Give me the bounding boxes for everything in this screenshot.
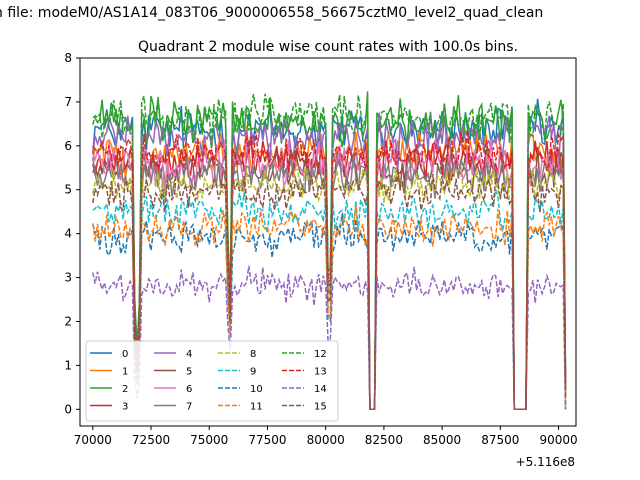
x-tick-label: 72500	[132, 433, 170, 447]
legend-label-11: 11	[250, 402, 263, 413]
y-tick-label: 2	[64, 314, 72, 328]
legend-label-12: 12	[314, 349, 327, 360]
series-line-14	[92, 265, 567, 411]
plot-frame	[79, 57, 577, 427]
series-line-12	[92, 93, 567, 411]
series-line-7	[92, 152, 567, 411]
x-offset-label: +5.116e8	[516, 455, 575, 469]
legend-label-14: 14	[314, 384, 327, 395]
legend-label-0: 0	[122, 349, 128, 360]
series-layer	[92, 91, 567, 411]
y-tick-label: 5	[64, 183, 72, 197]
legend-label-9: 9	[250, 367, 256, 378]
legend-box	[85, 340, 339, 422]
x-tick-label: 75000	[190, 433, 228, 447]
y-axis: 0 1 2 3 4 5 6 7 8	[64, 51, 80, 416]
figure-suptitle: n file: modeM0/AS1A14_083T06_9000006558_…	[0, 5, 543, 21]
x-tick-label: 87500	[481, 433, 519, 447]
legend-label-7: 7	[186, 402, 192, 413]
y-tick-label: 7	[64, 95, 72, 109]
x-tick-label: 77500	[248, 433, 286, 447]
legend-label-2: 2	[122, 384, 128, 395]
x-axis: 70000 72500 75000 77500 80000 82500 85000 87500…	[74, 426, 578, 447]
chart-title: Quadrant 2 module wise count rates with …	[138, 39, 518, 55]
x-tick-label: 90000	[539, 433, 577, 447]
legend-label-13: 13	[314, 367, 327, 378]
x-tick-label: 85000	[423, 433, 461, 447]
y-tick-label: 1	[64, 358, 72, 372]
legend-label-1: 1	[122, 367, 128, 378]
x-tick-label: 70000	[74, 433, 112, 447]
legend-label-8: 8	[250, 349, 256, 360]
y-tick-label: 0	[64, 402, 72, 416]
series-line-15	[92, 168, 567, 411]
y-tick-label: 8	[64, 51, 72, 65]
legend-label-6: 6	[186, 384, 192, 395]
legend-label-5: 5	[186, 367, 192, 378]
legend-label-4: 4	[186, 349, 192, 360]
y-tick-label: 6	[64, 139, 72, 153]
y-tick-label: 4	[64, 227, 72, 241]
series-line-10	[92, 214, 567, 411]
legend-label-10: 10	[250, 384, 263, 395]
series-line-9	[92, 189, 567, 411]
x-tick-label: 82500	[365, 433, 403, 447]
series-line-11	[92, 204, 567, 411]
legend-label-15: 15	[314, 402, 327, 413]
series-line-6	[92, 137, 567, 411]
y-tick-label: 3	[64, 271, 72, 285]
legend-label-3: 3	[122, 402, 128, 413]
x-tick-label: 80000	[307, 433, 345, 447]
series-line-13	[92, 130, 567, 411]
